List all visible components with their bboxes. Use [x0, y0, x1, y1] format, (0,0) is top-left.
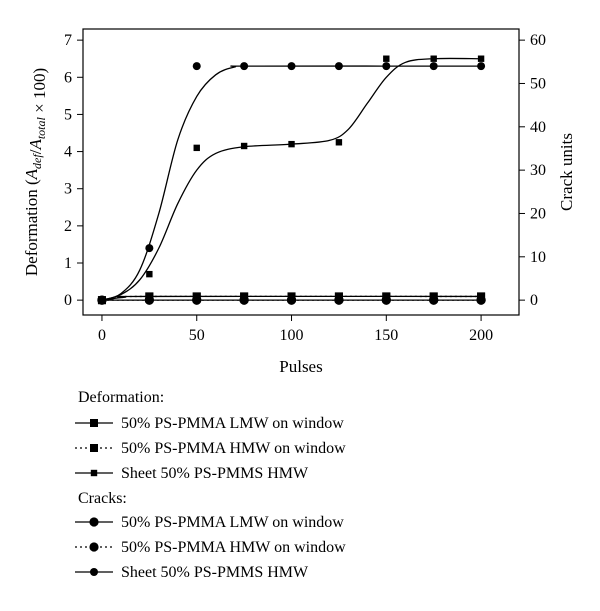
legend: Deformation: 50% PS-PMMA LMW on window 50%… — [75, 389, 346, 581]
y-right-tick-label: 0 — [530, 292, 538, 309]
x-axis-label: Pulses — [279, 357, 322, 376]
y-left-label-text: / — [26, 149, 45, 154]
data-point — [193, 144, 200, 152]
data-point — [477, 55, 485, 62]
y-right-tick-label: 60 — [530, 32, 546, 49]
y-left-label-symbol: A — [26, 139, 45, 151]
y-right-tick-label: 10 — [530, 249, 546, 266]
y-left-tick-label: 5 — [64, 106, 72, 123]
legend-marker — [90, 568, 98, 576]
y-left-label-text: × 100) — [30, 68, 49, 117]
series-line — [101, 57, 482, 301]
y-left-tick-label: 4 — [64, 144, 72, 161]
legend-label: Sheet 50% PS-PMMS HMW — [121, 465, 309, 482]
data-point — [287, 62, 296, 71]
x-tick-label: 150 — [374, 327, 398, 344]
plot-frame — [82, 28, 520, 316]
y-left-label-symbol: A — [22, 168, 41, 180]
series — [97, 55, 486, 305]
y-right-tick-label: 50 — [530, 75, 546, 92]
legend-label: Sheet 50% PS-PMMS HMW — [121, 564, 309, 581]
y-left-tick-label: 1 — [64, 255, 72, 272]
legend-label: 50% PS-PMMA LMW on window — [121, 514, 344, 531]
y-right-tick-label: 20 — [530, 205, 546, 222]
data-point — [240, 142, 248, 150]
x-tick-label: 50 — [189, 327, 205, 344]
series-line — [101, 65, 482, 301]
y-left-label-subscript: total — [34, 116, 48, 139]
legend-marker — [90, 419, 98, 427]
legend-item: 50% PS-PMMA LMW on window — [75, 514, 344, 531]
data-point — [288, 140, 295, 148]
data-point — [97, 296, 106, 305]
legend-item: 50% PS-PMMA HMW on window — [75, 440, 346, 457]
data-point — [477, 62, 486, 71]
legend-heading: Deformation: — [78, 389, 164, 406]
y-right-tick-label: 40 — [530, 119, 546, 136]
legend-marker — [89, 542, 99, 552]
y-left-label-text: Deformation ( — [22, 179, 41, 276]
legend-item: Sheet 50% PS-PMMS HMW — [75, 564, 309, 581]
y-left-label-subscript: def — [30, 153, 44, 169]
legend-item: 50% PS-PMMA HMW on window — [75, 539, 346, 556]
data-point — [382, 62, 391, 71]
data-point — [145, 244, 154, 253]
y-left-tick-label: 3 — [64, 181, 72, 198]
legend-label: 50% PS-PMMA HMW on window — [121, 539, 346, 556]
x-tick-label: 100 — [280, 327, 304, 344]
y-right-axis-label: Crack units — [557, 133, 576, 211]
data-point — [334, 295, 344, 305]
data-point — [429, 295, 439, 305]
data-point — [239, 295, 249, 305]
legend-label: 50% PS-PMMA LMW on window — [121, 415, 344, 432]
y-left-tick-label: 6 — [64, 69, 72, 86]
data-point — [383, 55, 390, 62]
data-point — [240, 62, 249, 71]
legend-item: Sheet 50% PS-PMMS HMW — [75, 465, 309, 482]
plot-area-border — [82, 28, 520, 316]
data-point — [192, 62, 201, 71]
legend-heading: Cracks: — [78, 490, 127, 507]
y-left-axis-label: Deformation (Adef/Atotal × 100) — [22, 68, 49, 276]
data-point — [146, 270, 153, 278]
axes: 0 50 100 150 200 0 1 2 3 4 5 6 7 0 10 20 30 40 50 60 Pulses D… — [22, 32, 576, 376]
legend-item: 50% PS-PMMA LMW on window — [75, 415, 344, 432]
legend-marker — [90, 444, 98, 452]
data-point — [286, 295, 297, 305]
data-point — [192, 295, 202, 305]
data-point — [429, 62, 438, 71]
y-left-tick-label: 0 — [64, 292, 72, 309]
data-point — [335, 139, 343, 146]
x-tick-label: 200 — [469, 327, 493, 344]
series-deformation-2 — [98, 55, 485, 304]
y-right-tick-label: 30 — [530, 162, 546, 179]
y-left-tick-label: 2 — [64, 218, 72, 235]
data-point — [476, 295, 486, 305]
data-point — [381, 295, 391, 305]
legend-marker — [89, 517, 99, 527]
data-point — [430, 55, 437, 62]
data-point — [334, 62, 343, 71]
legend-marker — [90, 469, 98, 477]
x-tick-label: 0 — [98, 327, 106, 344]
series-cracks-5 — [97, 62, 486, 305]
y-left-tick-label: 7 — [64, 32, 72, 49]
data-point — [144, 295, 154, 305]
legend-label: 50% PS-PMMA HMW on window — [121, 440, 346, 457]
